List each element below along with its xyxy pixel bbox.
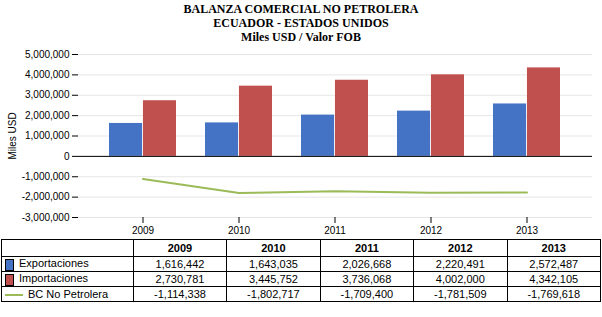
html-text:2,572,487: 2,572,487 xyxy=(529,258,579,270)
html-text:-1,709,400: -1,709,400 xyxy=(340,288,394,300)
svg-text:0: 0 xyxy=(64,151,70,162)
svg-text:-1,000,000: -1,000,000 xyxy=(22,171,70,182)
html-text:2009: 2009 xyxy=(167,242,193,254)
html-text:2011: 2011 xyxy=(354,242,379,254)
html-text:Miles USD / Valor FOB: Miles USD / Valor FOB xyxy=(241,30,361,44)
svg-text:-3,000,000: -3,000,000 xyxy=(22,212,70,223)
html-text:2,220,491: 2,220,491 xyxy=(435,258,485,270)
svg-text:5,000,000: 5,000,000 xyxy=(25,49,70,60)
svg-text:Miles USD: Miles USD xyxy=(7,112,18,159)
svg-text:1,000,000: 1,000,000 xyxy=(25,130,70,141)
svg-text:2009: 2009 xyxy=(132,225,155,236)
svg-text:3,000,000: 3,000,000 xyxy=(25,89,70,100)
html-text:Exportaciones: Exportaciones xyxy=(19,257,89,270)
html-text:2013: 2013 xyxy=(541,242,566,254)
html-text:BC No Petrolera: BC No Petrolera xyxy=(28,288,109,300)
html-text:4,342,105: 4,342,105 xyxy=(529,273,579,285)
html-text:2010: 2010 xyxy=(261,242,286,254)
html-text:Importaciones: Importaciones xyxy=(19,272,89,285)
svg-text:-2,000,000: -2,000,000 xyxy=(22,191,70,202)
html-text:BALANZA COMERCIAL NO PETROLERA: BALANZA COMERCIAL NO PETROLERA xyxy=(183,2,419,16)
svg-text:2011: 2011 xyxy=(324,225,346,236)
html-text:2,730,781: 2,730,781 xyxy=(155,273,205,285)
svg-text:2010: 2010 xyxy=(228,225,251,236)
html-text:-1,114,338: -1,114,338 xyxy=(154,288,206,300)
html-text:-1,769,618: -1,769,618 xyxy=(527,288,581,300)
html-text:ECUADOR - ESTADOS UNIDOS: ECUADOR - ESTADOS UNIDOS xyxy=(213,16,389,30)
html-text:2,026,668: 2,026,668 xyxy=(342,258,392,270)
svg-text:2013: 2013 xyxy=(516,225,539,236)
html-text:1,643,035: 1,643,035 xyxy=(249,258,298,270)
svg-text:4,000,000: 4,000,000 xyxy=(25,69,70,80)
svg-text:2012: 2012 xyxy=(420,225,443,236)
html-text:4,002,000: 4,002,000 xyxy=(435,273,485,285)
html-text:3,736,068: 3,736,068 xyxy=(342,273,392,285)
html-text:2012: 2012 xyxy=(448,242,473,254)
html-text:-1,802,717: -1,802,717 xyxy=(247,288,300,300)
html-text:-1,781,509: -1,781,509 xyxy=(434,288,487,300)
html-text:1,616,442: 1,616,442 xyxy=(155,258,205,270)
html-text:3,445,752: 3,445,752 xyxy=(249,273,298,285)
svg-text:2,000,000: 2,000,000 xyxy=(25,110,70,121)
